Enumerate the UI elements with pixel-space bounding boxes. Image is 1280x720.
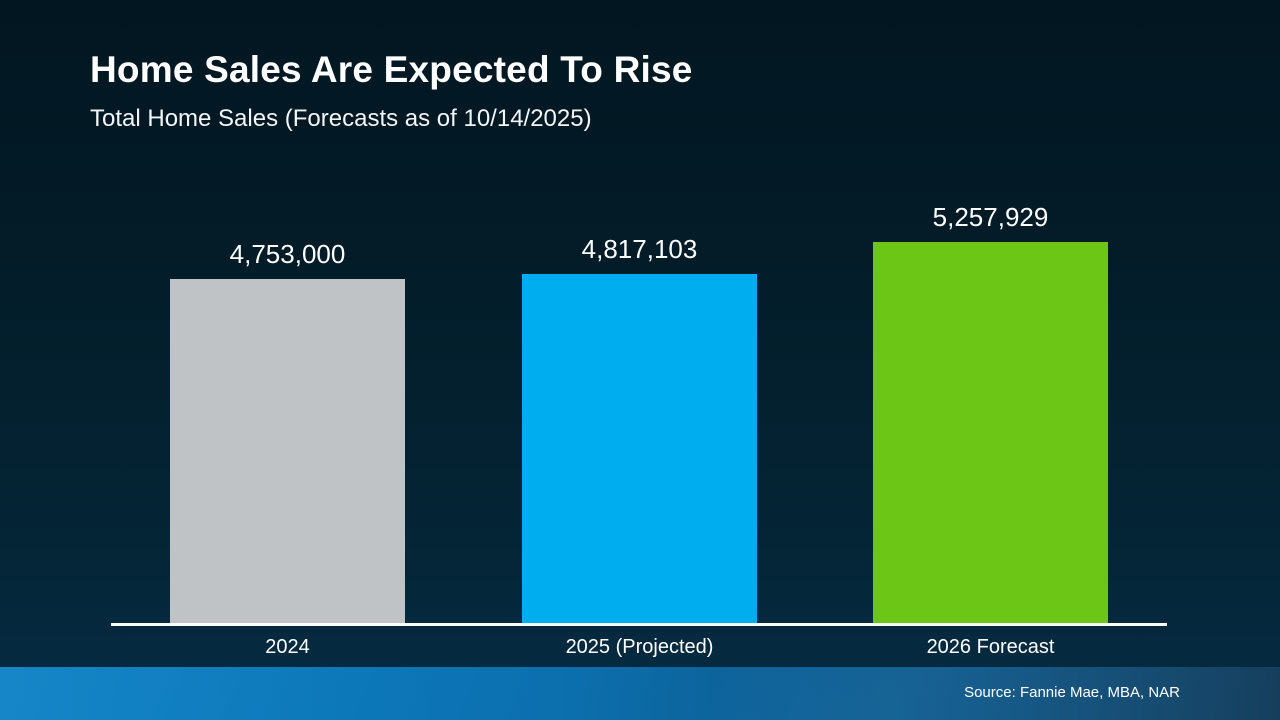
page-title: Home Sales Are Expected To Rise xyxy=(90,49,693,90)
page-subtitle: Total Home Sales (Forecasts as of 10/14/… xyxy=(90,105,592,132)
x-axis-label-2026-forecast: 2026 Forecast xyxy=(926,636,1055,658)
x-axis-label-2025-projected: 2025 (Projected) xyxy=(565,636,714,658)
footer-bar: Source: Fannie Mae, MBA, NAR xyxy=(0,667,1280,720)
bar-value-label: 5,257,929 xyxy=(932,202,1049,232)
bar-group-2024: 4,753,000 xyxy=(170,239,405,623)
bar-value-label: 4,753,000 xyxy=(229,239,346,269)
bar-value-label: 4,817,103 xyxy=(581,234,698,264)
bar-2025-projected xyxy=(522,274,757,623)
x-axis-line xyxy=(111,623,1167,626)
bar-2026-forecast xyxy=(873,242,1108,623)
bar-group-2025-projected: 4,817,103 xyxy=(522,234,757,623)
bar-2024 xyxy=(170,279,405,623)
x-axis-label-2024: 2024 xyxy=(265,636,310,658)
source-text: Source: Fannie Mae, MBA, NAR xyxy=(964,684,1180,701)
bar-group-2026-forecast: 5,257,929 xyxy=(873,202,1108,623)
